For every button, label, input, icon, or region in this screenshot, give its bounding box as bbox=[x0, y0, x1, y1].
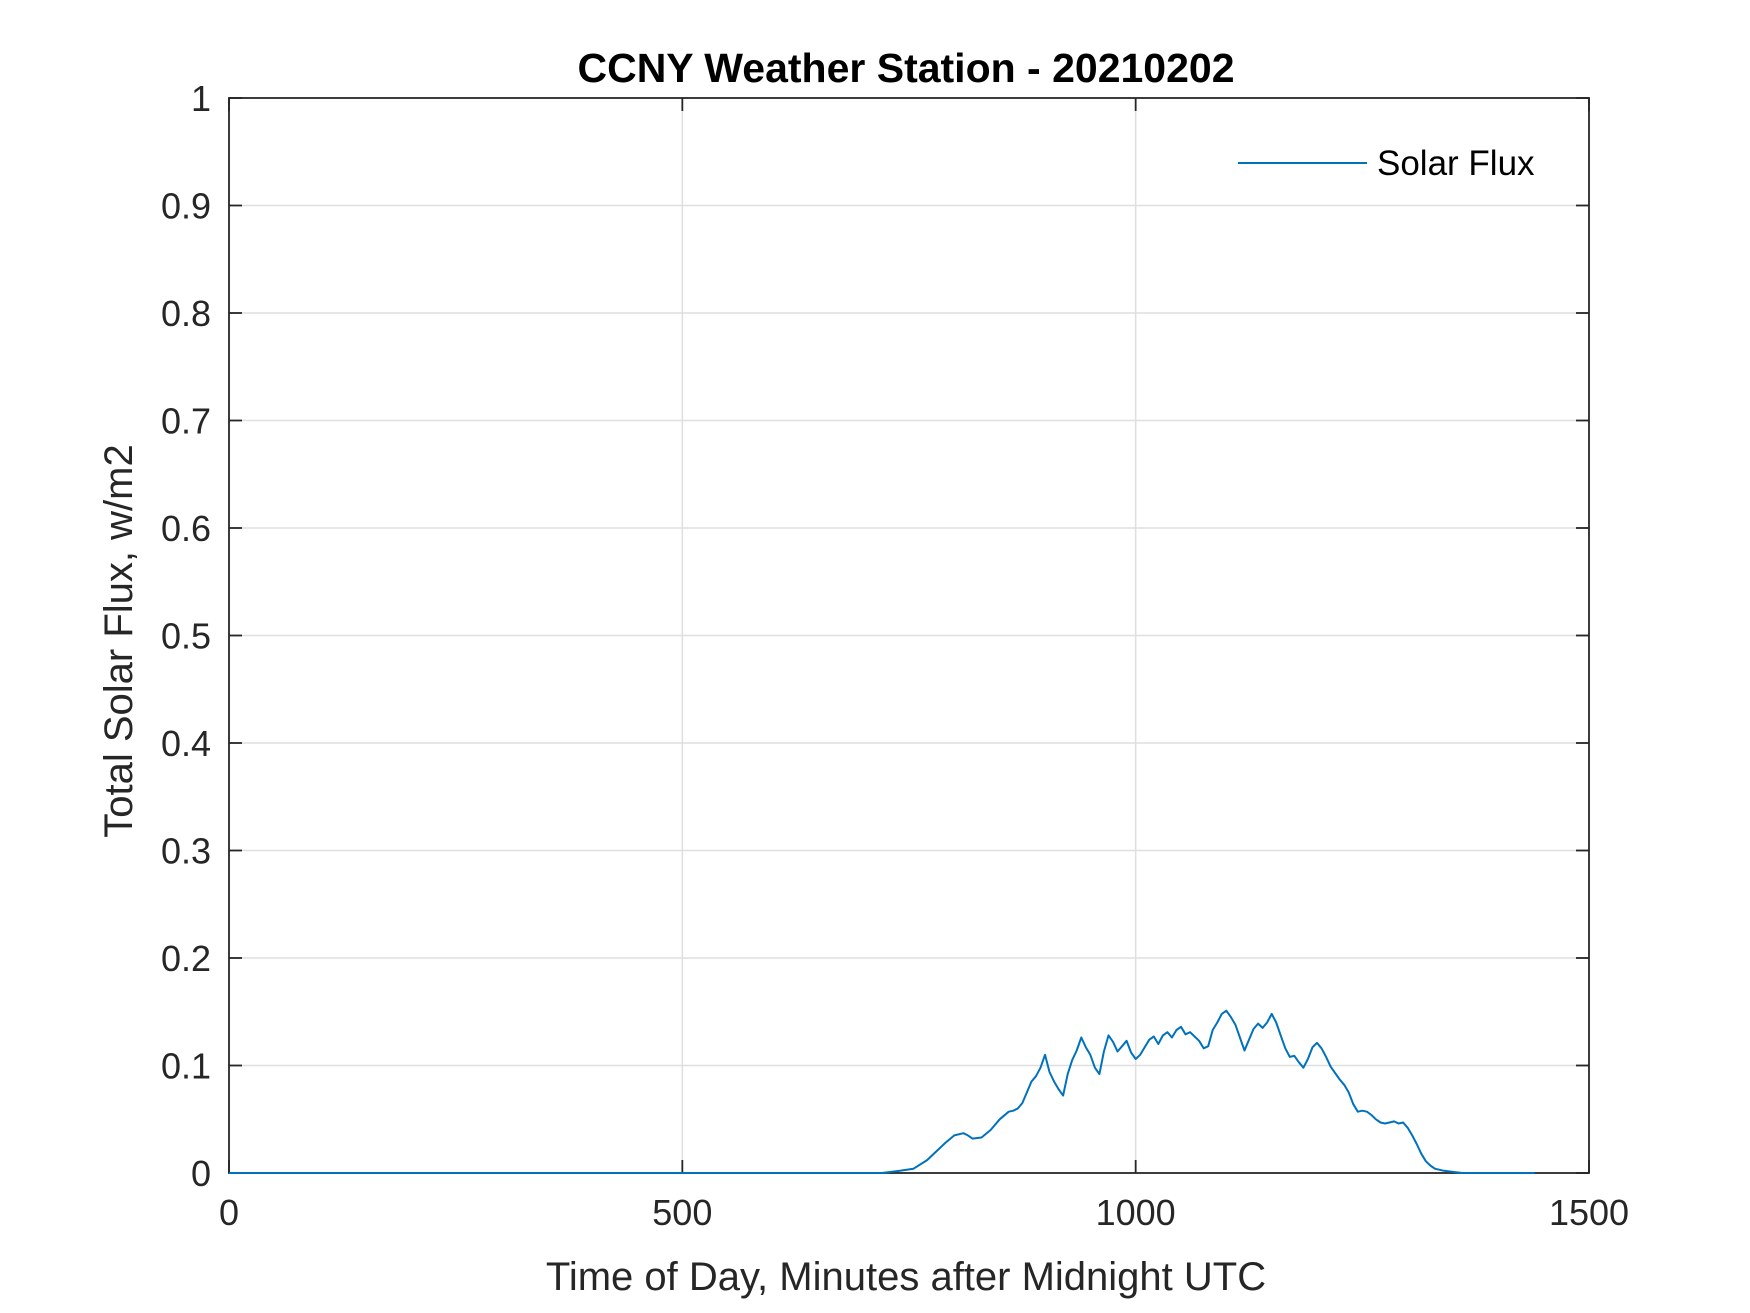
legend: Solar Flux bbox=[1238, 144, 1535, 183]
y-tick-label-3: 0.3 bbox=[161, 831, 211, 872]
y-tick-label-0: 0 bbox=[191, 1153, 211, 1194]
series-line-solar-flux bbox=[229, 1009, 1535, 1174]
y-axis-label: Total Solar Flux, w/m2 bbox=[97, 444, 141, 837]
y-tick-label-2: 0.2 bbox=[161, 938, 211, 979]
y-tick-label-9: 0.9 bbox=[161, 186, 211, 227]
legend-label-solar-flux: Solar Flux bbox=[1377, 144, 1535, 183]
plot-axes bbox=[228, 97, 1590, 1174]
tick-labels: 0 500 1000 1500 0 0.1 0.2 0.3 0.4 0.5 0.6 0.7 0.8 0.9… bbox=[161, 78, 1629, 1233]
y-tick-label-5: 0.5 bbox=[161, 616, 211, 657]
x-tick-label-2: 1000 bbox=[1096, 1192, 1176, 1233]
x-tick-label-0: 0 bbox=[219, 1192, 239, 1233]
x-tick-label-1: 500 bbox=[652, 1192, 712, 1233]
y-tick-label-4: 0.4 bbox=[161, 723, 211, 764]
y-tick-label-10: 1 bbox=[191, 78, 211, 119]
grid-lines bbox=[229, 98, 1589, 1173]
y-tick-label-8: 0.8 bbox=[161, 293, 211, 334]
y-tick-label-7: 0.7 bbox=[161, 401, 211, 442]
x-axis-label: Time of Day, Minutes after Midnight UTC bbox=[546, 1255, 1266, 1299]
x-tick-label-3: 1500 bbox=[1549, 1192, 1629, 1233]
chart-title: CCNY Weather Station - 20210202 bbox=[577, 45, 1234, 91]
y-tick-label-6: 0.6 bbox=[161, 508, 211, 549]
y-tick-label-1: 0.1 bbox=[161, 1046, 211, 1087]
series-lines bbox=[229, 1009, 1535, 1174]
